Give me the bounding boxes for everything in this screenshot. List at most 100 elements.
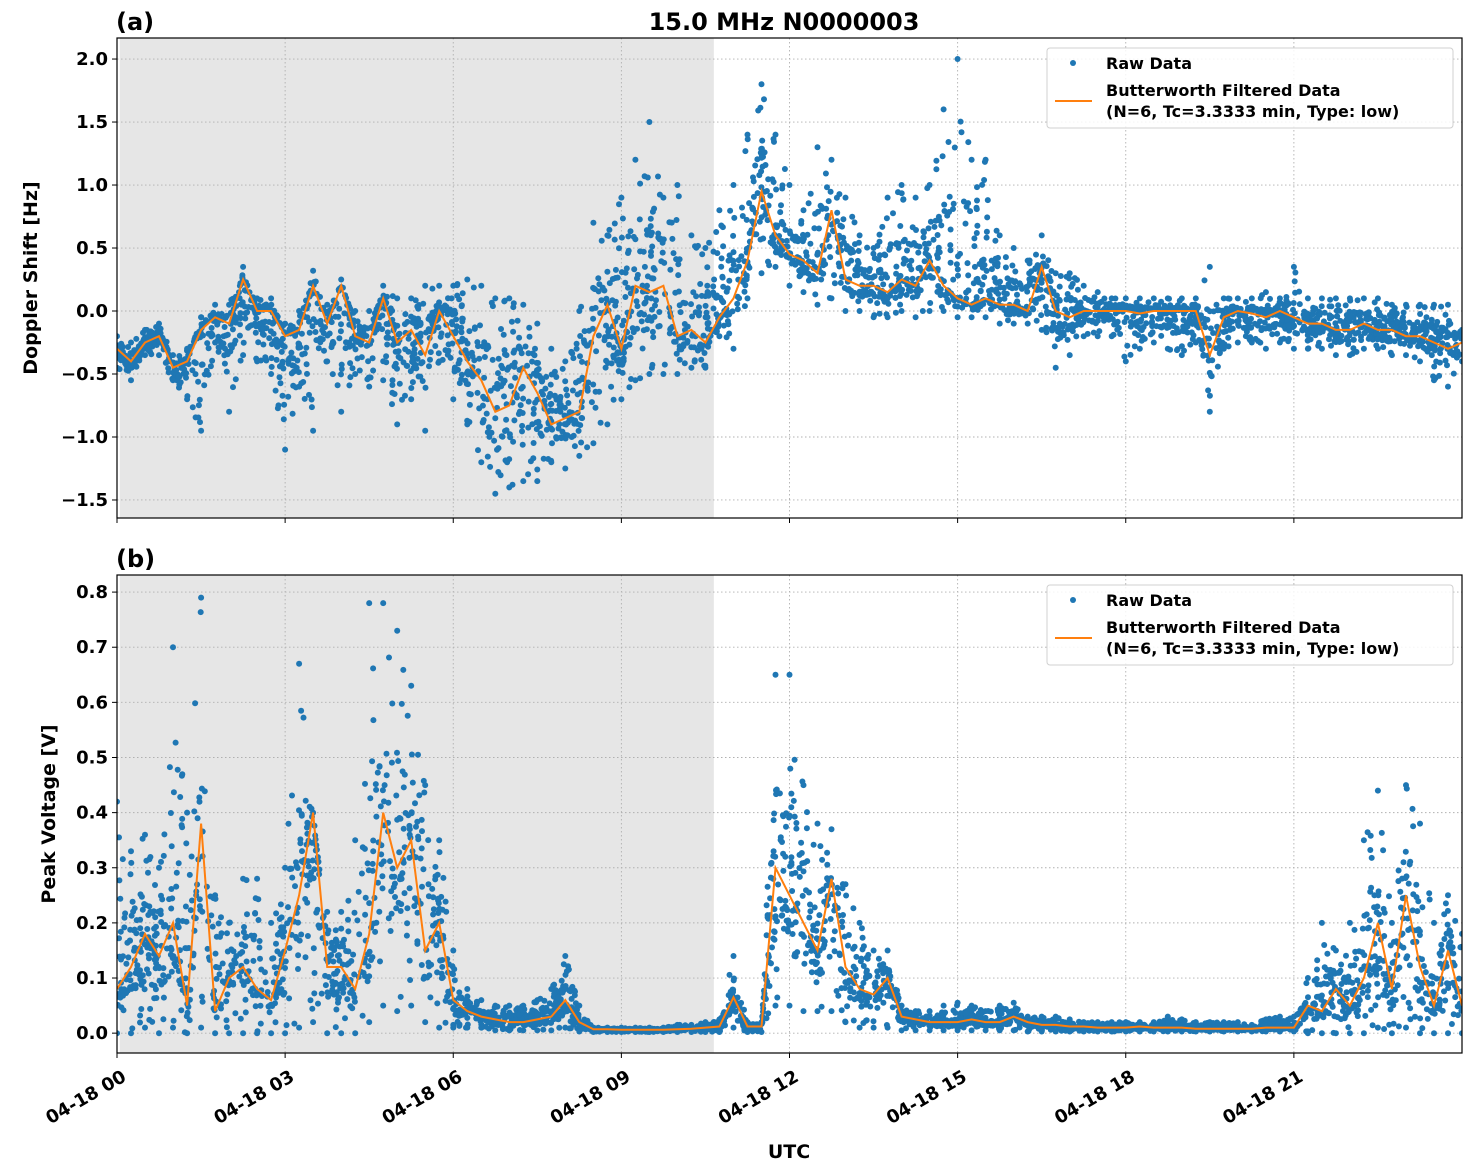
raw-data-point	[475, 447, 481, 453]
raw-data-point	[146, 347, 152, 353]
raw-data-point	[534, 420, 540, 426]
raw-data-point	[1401, 310, 1407, 316]
raw-data-point	[1205, 387, 1211, 393]
raw-data-point	[296, 308, 302, 314]
raw-data-point	[429, 286, 435, 292]
raw-data-point	[1369, 855, 1375, 861]
raw-data-point	[1103, 314, 1109, 320]
raw-data-point	[650, 276, 656, 282]
raw-data-point	[827, 244, 833, 250]
raw-data-point	[299, 331, 305, 337]
raw-data-point	[576, 378, 582, 384]
raw-data-point	[570, 388, 576, 394]
raw-data-point	[1384, 301, 1390, 307]
raw-data-point	[482, 354, 488, 360]
raw-data-point	[1365, 994, 1371, 1000]
raw-data-point	[848, 258, 854, 264]
raw-data-point	[402, 321, 408, 327]
raw-data-point	[1174, 347, 1180, 353]
raw-data-point	[176, 373, 182, 379]
raw-data-point	[746, 265, 752, 271]
raw-data-point	[1345, 341, 1351, 347]
raw-data-point	[1109, 333, 1115, 339]
raw-data-point	[452, 977, 458, 983]
raw-data-point	[637, 216, 643, 222]
raw-data-point	[195, 815, 201, 821]
raw-data-point	[1011, 245, 1017, 251]
raw-data-point	[291, 363, 297, 369]
raw-data-point	[702, 245, 708, 251]
raw-data-point	[392, 391, 398, 397]
raw-data-point	[851, 1018, 857, 1024]
raw-data-point	[876, 257, 882, 263]
raw-data-point	[766, 262, 772, 268]
raw-data-point	[527, 334, 533, 340]
raw-data-point	[782, 898, 788, 904]
raw-data-point	[952, 145, 958, 151]
raw-data-point	[1431, 377, 1437, 383]
raw-data-point	[650, 209, 656, 215]
raw-data-point	[974, 184, 980, 190]
y-tick-label: 0.5	[76, 238, 108, 259]
raw-data-point	[489, 430, 495, 436]
raw-data-point	[507, 434, 513, 440]
raw-data-point	[1398, 340, 1404, 346]
raw-data-point	[430, 310, 436, 316]
raw-data-point	[439, 964, 445, 970]
raw-data-point	[338, 321, 344, 327]
raw-data-point	[852, 290, 858, 296]
raw-data-point	[516, 345, 522, 351]
raw-data-point	[682, 360, 688, 366]
raw-data-point	[705, 314, 711, 320]
raw-data-point	[212, 340, 218, 346]
raw-data-point	[604, 232, 610, 238]
raw-data-point	[637, 181, 643, 187]
raw-data-point	[736, 264, 742, 270]
raw-data-point	[1343, 953, 1349, 959]
raw-data-point	[718, 223, 724, 229]
raw-data-point	[598, 420, 604, 426]
raw-data-point	[518, 402, 524, 408]
raw-data-point	[720, 299, 726, 305]
raw-data-point	[958, 119, 964, 125]
raw-data-point	[198, 314, 204, 320]
raw-data-point	[965, 272, 971, 278]
raw-data-point	[241, 340, 247, 346]
raw-data-point	[805, 271, 811, 277]
raw-data-point	[418, 320, 424, 326]
raw-data-point	[389, 701, 395, 707]
raw-data-point	[626, 342, 632, 348]
raw-data-point	[325, 927, 331, 933]
raw-data-point	[1201, 321, 1207, 327]
raw-data-point	[274, 344, 280, 350]
raw-data-point	[634, 275, 640, 281]
raw-data-point	[408, 385, 414, 391]
raw-data-point	[420, 301, 426, 307]
raw-data-point	[608, 384, 614, 390]
raw-data-point	[128, 860, 134, 866]
raw-data-point	[496, 445, 502, 451]
raw-data-point	[730, 308, 736, 314]
raw-data-point	[453, 316, 459, 322]
raw-data-point	[789, 888, 795, 894]
raw-data-point	[603, 296, 609, 302]
raw-data-point	[952, 303, 958, 309]
raw-data-point	[936, 245, 942, 251]
raw-data-point	[1291, 300, 1297, 306]
raw-data-point	[562, 421, 568, 427]
raw-data-point	[1327, 297, 1333, 303]
raw-data-point	[619, 269, 625, 275]
raw-data-point	[908, 258, 914, 264]
raw-data-point	[318, 318, 324, 324]
raw-data-point	[392, 881, 398, 887]
raw-data-point	[641, 301, 647, 307]
raw-data-point	[470, 373, 476, 379]
raw-data-point	[1191, 319, 1197, 325]
raw-data-point	[450, 283, 456, 289]
raw-data-point	[237, 333, 243, 339]
raw-data-point	[682, 321, 688, 327]
raw-data-point	[884, 296, 890, 302]
raw-data-point	[238, 310, 244, 316]
raw-data-point	[1202, 277, 1208, 283]
y-tick-label: 1.0	[76, 175, 108, 196]
